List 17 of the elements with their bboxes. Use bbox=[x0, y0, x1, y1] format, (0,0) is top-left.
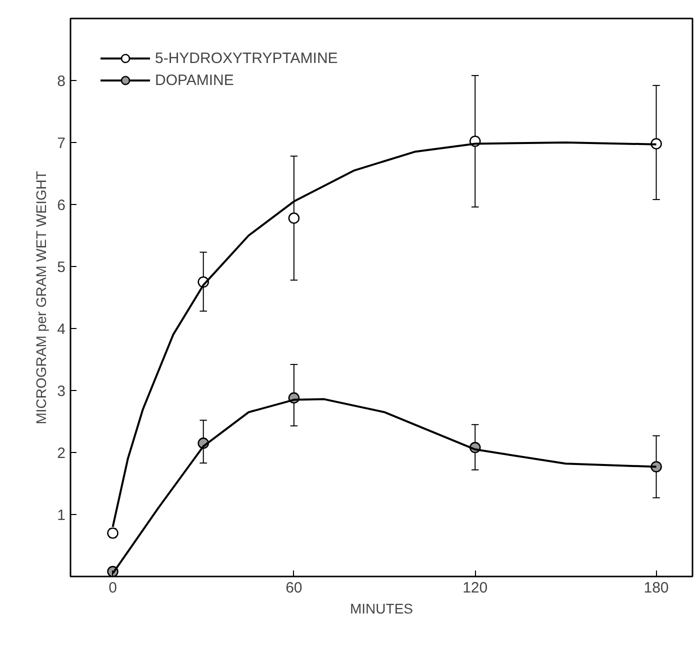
legend-label: 5-HYDROXYTRYPTAMINE bbox=[155, 50, 338, 66]
x-tick-label: 120 bbox=[462, 580, 488, 596]
y-tick-label: 6 bbox=[57, 197, 66, 214]
y-tick-label: 1 bbox=[57, 507, 66, 524]
x-axis-title: MINUTES bbox=[350, 600, 413, 616]
y-tick-label: 8 bbox=[57, 73, 66, 90]
x-tick-label: 180 bbox=[644, 580, 669, 596]
x-tick-label: 60 bbox=[286, 580, 302, 596]
y-tick-label: 2 bbox=[57, 445, 66, 462]
point bbox=[288, 212, 300, 224]
y-tick-label: 7 bbox=[57, 135, 66, 152]
y-tick-label: 5 bbox=[57, 259, 66, 276]
y-tick-label: 4 bbox=[57, 321, 66, 338]
y-axis-title: MICROGRAM per GRAM WET WEIGHT bbox=[33, 170, 50, 424]
y-tick-label: 3 bbox=[57, 383, 66, 400]
legend-label: DOPAMINE bbox=[155, 72, 234, 88]
x-tick-label: 0 bbox=[108, 580, 117, 596]
